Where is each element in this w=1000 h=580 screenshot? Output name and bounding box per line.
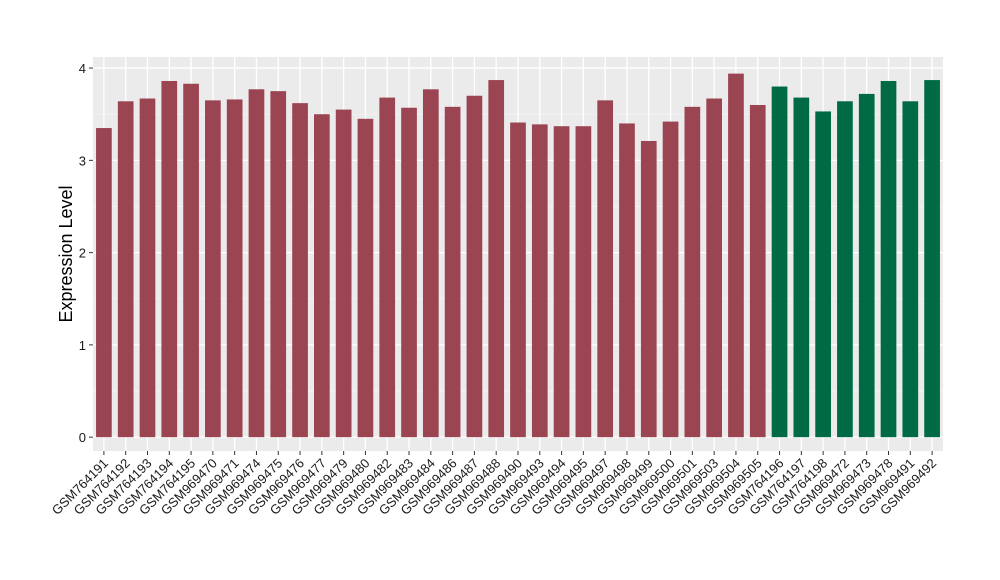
bar [466,95,483,438]
bar [292,103,308,438]
bar [379,97,396,438]
bar [728,73,744,438]
bar [117,101,134,438]
bar [575,126,592,438]
bar [684,106,701,438]
bar [924,80,940,438]
bar [357,118,374,438]
bar [597,100,614,438]
bar [510,122,526,438]
bar [335,109,352,438]
bar [205,100,221,438]
bar [858,93,875,438]
y-axis-title: Expression Level [56,185,76,322]
x-axis: GSM764191GSM764192GSM764193GSM764194GSM7… [49,451,939,518]
bars [96,73,940,438]
bar [771,86,788,438]
y-axis: 0 1 2 3 4 [79,61,93,445]
bar [902,101,919,438]
bar [183,83,199,438]
bar [248,89,265,438]
bar [619,123,635,438]
bar [139,98,156,438]
bar [401,107,417,438]
bar [444,106,461,438]
bar [640,140,657,438]
bar [226,99,243,438]
bar [706,98,722,438]
y-tick-label: 4 [79,61,86,76]
bar [488,80,505,438]
bar [270,91,287,438]
bar [815,111,831,438]
bar [422,89,439,438]
bar [161,80,178,438]
y-tick-label: 0 [79,430,86,445]
bar [531,124,548,438]
bar [793,97,810,438]
bar [314,114,330,438]
bar [96,128,112,438]
bar [880,80,897,438]
bar [553,126,570,438]
y-tick-label: 3 [79,153,86,168]
y-tick-label: 1 [79,338,86,353]
bar [662,121,679,438]
bar [837,101,853,438]
bar [749,104,766,438]
y-tick-label: 2 [79,246,86,261]
